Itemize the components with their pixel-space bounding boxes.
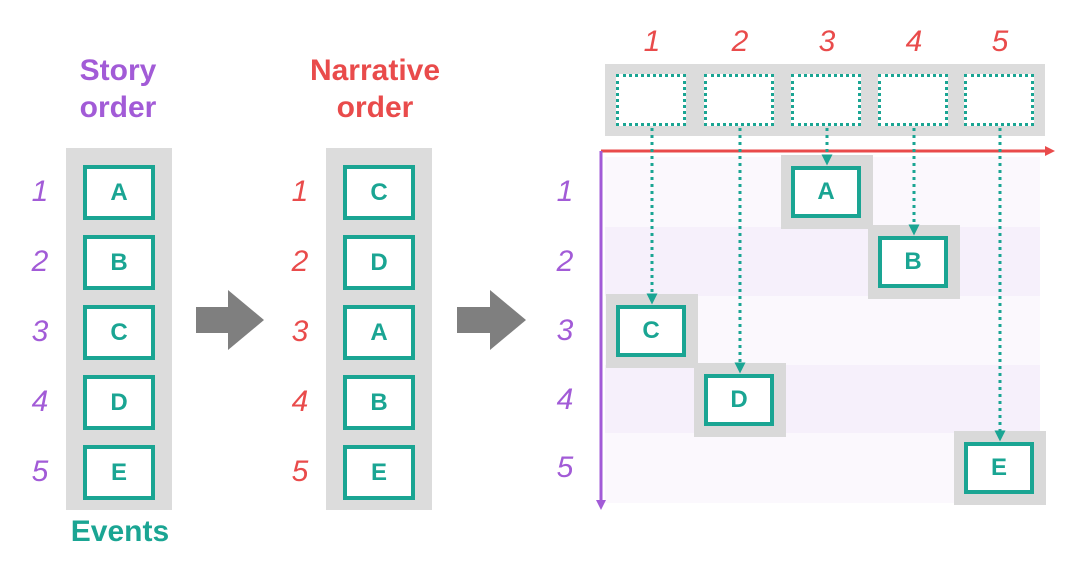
matrix-event-box: A: [791, 166, 861, 218]
narrative-slot: [704, 74, 774, 126]
narrative-slot: [878, 74, 948, 126]
story-number: 3: [31, 315, 49, 348]
matrix-row-number: 4: [556, 383, 574, 416]
narrative-order-title: Narrative order: [309, 54, 441, 124]
story-event-box: E: [83, 445, 155, 500]
narrative-event-box: C: [343, 165, 415, 220]
narrative-number: 1: [291, 175, 309, 208]
events-label: Events: [70, 515, 170, 548]
matrix-event-box: C: [616, 305, 686, 357]
matrix-event-box: D: [704, 374, 774, 426]
matrix-column-number: 1: [643, 25, 661, 58]
matrix-row-number: 1: [556, 175, 574, 208]
narrative-slot: [616, 74, 686, 126]
narrative-event-box: A: [343, 305, 415, 360]
story-number: 1: [31, 175, 49, 208]
matrix-row-band: [605, 227, 1040, 297]
narrative-slot: [791, 74, 861, 126]
story-event-box: A: [83, 165, 155, 220]
narrative-event-box: D: [343, 235, 415, 290]
story-number: 4: [31, 385, 49, 418]
narrative-number: 2: [291, 245, 309, 278]
story-event-box: C: [83, 305, 155, 360]
story-number: 5: [31, 455, 49, 488]
matrix-column-number: 5: [991, 25, 1009, 58]
story-event-box: D: [83, 375, 155, 430]
matrix-row-number: 2: [556, 245, 574, 278]
matrix-event-box: B: [878, 236, 948, 288]
narrative-number: 5: [291, 455, 309, 488]
narrative-number: 3: [291, 315, 309, 348]
right-arrow-2: [457, 290, 526, 350]
matrix-event-box: E: [964, 442, 1034, 494]
matrix-row-band: [605, 365, 1040, 435]
narrative-slot: [964, 74, 1034, 126]
story-order-title: Story order: [79, 54, 157, 124]
matrix-column-number: 4: [905, 25, 923, 58]
narrative-event-box: E: [343, 445, 415, 500]
narrative-event-box: B: [343, 375, 415, 430]
matrix-row-number: 5: [556, 451, 574, 484]
matrix-column-number: 2: [731, 25, 749, 58]
matrix-column-number: 3: [818, 25, 836, 58]
right-arrow-1: [196, 290, 264, 350]
story-number: 2: [31, 245, 49, 278]
story-event-box: B: [83, 235, 155, 290]
matrix-row-number: 3: [556, 314, 574, 347]
narrative-number: 4: [291, 385, 309, 418]
